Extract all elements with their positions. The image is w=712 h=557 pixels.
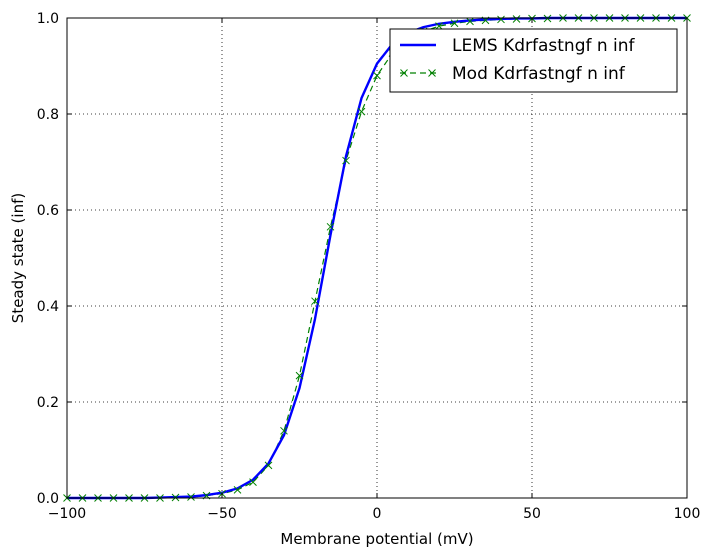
y-tick-label: 0.4	[37, 299, 59, 315]
series-mod-marker	[497, 15, 505, 24]
series-mod-marker	[249, 478, 257, 487]
series-mod-marker	[187, 493, 195, 501]
y-tick-label: 0.0	[37, 491, 59, 507]
y-axis-label: Steady state (inf)	[9, 193, 27, 323]
series-mod-marker	[435, 22, 443, 31]
y-tick-label: 0.2	[37, 395, 59, 411]
series-mod-marker	[512, 15, 521, 23]
marker-stroke	[187, 493, 195, 501]
y-tick-label: 1.0	[37, 11, 59, 27]
legend-label-lems: LEMS Kdrfastngf n inf	[452, 36, 636, 56]
marker-stroke	[512, 15, 521, 23]
x-tick-label: −100	[48, 506, 86, 522]
x-tick-label: 0	[373, 506, 382, 522]
marker-stroke	[280, 426, 288, 435]
marker-stroke	[342, 156, 350, 165]
marker-stroke	[466, 17, 474, 26]
series-mod-marker	[295, 371, 304, 380]
series-mod-marker	[326, 222, 335, 231]
x-tick-label: −50	[207, 506, 237, 522]
marker-stroke	[326, 222, 335, 231]
marker-stroke	[357, 107, 366, 116]
legend-marker	[428, 69, 436, 77]
series-mod-marker	[311, 297, 319, 306]
series-mod-marker	[357, 107, 366, 116]
x-tick-label: 50	[523, 506, 541, 522]
legend-label-mod: Mod Kdrfastngf n inf	[452, 64, 626, 84]
x-axis-label: Membrane potential (mV)	[280, 530, 473, 548]
series-mod-marker	[466, 17, 474, 26]
y-tick-label: 0.6	[37, 203, 59, 219]
marker-stroke	[249, 478, 257, 487]
series-mod-marker	[264, 461, 273, 470]
axis-ticks: −100 −50 0 50 100 0.0 0.2 0.4 0.6 0.8 1.0	[37, 11, 701, 522]
marker-stroke	[450, 19, 459, 28]
marker-stroke	[435, 22, 443, 31]
marker-stroke	[311, 297, 319, 306]
series-mod-marker	[450, 19, 459, 28]
marker-stroke	[497, 15, 505, 24]
legend-box	[389, 28, 678, 93]
marker-stroke	[373, 71, 381, 80]
marker-stroke	[264, 461, 273, 470]
marker-stroke	[233, 485, 242, 494]
series-mod-marker	[233, 485, 242, 494]
marker-stroke	[295, 371, 304, 380]
legend-marker	[400, 69, 408, 77]
grid	[67, 18, 687, 498]
y-tick-label: 0.8	[37, 107, 59, 123]
x-tick-label: 100	[674, 506, 701, 522]
series-mod-marker	[342, 156, 350, 165]
series-mod-marker	[373, 71, 381, 80]
series-mod-marker	[280, 426, 288, 435]
legend: LEMS Kdrfastngf n inf Mod Kdrfastngf n in…	[389, 28, 678, 93]
